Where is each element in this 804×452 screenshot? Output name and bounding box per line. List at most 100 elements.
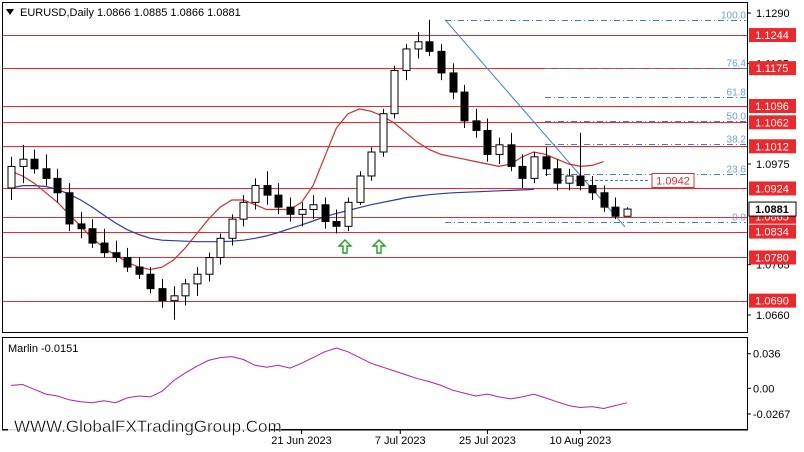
target-level-box xyxy=(651,173,695,188)
up-arrow-icon-1 xyxy=(371,239,387,254)
date-label-2: 25 Jul 2023 xyxy=(459,435,516,447)
candle-body-11 xyxy=(135,266,144,275)
candle-body-27 xyxy=(321,204,330,223)
level-badge-7 xyxy=(749,224,796,239)
level-badge-4 xyxy=(749,139,796,154)
candle-body-18 xyxy=(216,237,225,258)
price-panel-frame xyxy=(2,2,748,333)
candlesticks xyxy=(7,19,632,320)
level-badge-9 xyxy=(749,293,796,308)
osc-tick-label-0: 0.036 xyxy=(753,349,781,361)
candle-body-4 xyxy=(53,177,62,194)
level-badge-text-3: 1.1062 xyxy=(755,117,789,129)
candle-body-44 xyxy=(518,165,527,179)
date-label-3: 10 Aug 2023 xyxy=(549,435,611,447)
candle-body-37 xyxy=(437,50,446,74)
candle-body-0 xyxy=(7,165,16,189)
candle-body-16 xyxy=(193,273,202,285)
candle-body-33 xyxy=(390,70,399,115)
symbol-label: EURUSD,Daily 1.0866 1.0885 1.0866 1.0881 xyxy=(20,7,241,19)
date-axis: 21 Jun 2023 7 Jul 2023 25 Jul 2023 10 Aug 2… xyxy=(271,430,611,447)
candle-body-12 xyxy=(146,273,155,290)
candle-body-30 xyxy=(356,175,365,203)
level-badge-3 xyxy=(749,115,796,130)
marlin-oscillator: 0.036 0.00 -0.0267 xyxy=(10,347,790,421)
ma-slow-line xyxy=(10,185,534,243)
candle-body-19 xyxy=(228,218,237,239)
candle-body-36 xyxy=(425,41,434,52)
fib-label-6: 0.0 xyxy=(732,213,746,224)
candle-body-46 xyxy=(542,156,551,170)
candle-body-48 xyxy=(565,175,574,184)
level-badge-text-1: 1.1175 xyxy=(756,63,789,75)
fib-label-4: 38.2 xyxy=(727,135,747,146)
moving-averages xyxy=(10,108,604,271)
candle-body-7 xyxy=(88,228,97,244)
candle-body-9 xyxy=(112,252,121,258)
candle-body-13 xyxy=(158,288,167,302)
price-tick-label-2: 1.0975 xyxy=(756,159,790,171)
osc-tick-label-2: -0.0267 xyxy=(753,409,790,421)
candle-body-26 xyxy=(309,204,318,211)
candle-body-8 xyxy=(100,242,109,254)
candle-body-39 xyxy=(460,91,469,122)
candle-body-28 xyxy=(332,221,341,227)
candle-body-3 xyxy=(42,168,51,179)
candle-body-17 xyxy=(205,256,214,275)
up-arrow-icon-0 xyxy=(337,239,353,254)
candle-body-25 xyxy=(298,209,307,215)
candle-body-10 xyxy=(123,256,132,268)
candle-body-35 xyxy=(414,41,423,50)
candle-body-47 xyxy=(553,168,562,184)
fib-trend-line xyxy=(444,19,626,228)
candle-body-1 xyxy=(19,158,28,167)
date-label-1: 7 Jul 2023 xyxy=(375,435,426,447)
last-price-text: 1.0881 xyxy=(755,204,789,216)
candle-body-6 xyxy=(77,223,86,230)
candle-body-40 xyxy=(472,120,481,131)
level-badge-text-9: 1.0690 xyxy=(755,296,789,308)
candle-body-14 xyxy=(170,295,179,302)
collapse-triangle-icon[interactable] xyxy=(6,9,14,15)
candle-body-2 xyxy=(30,158,39,170)
candle-body-5 xyxy=(65,192,74,225)
osc-tick-label-1: 0.00 xyxy=(753,383,774,395)
target-level-text: 1.0942 xyxy=(656,176,690,188)
reversal-arrows xyxy=(337,239,387,254)
fib-label-3: 50.0 xyxy=(727,112,747,123)
level-badge-text-8: 1.0780 xyxy=(755,252,789,264)
last-price-badge xyxy=(748,201,797,217)
candle-body-32 xyxy=(379,113,388,153)
candle-body-22 xyxy=(263,185,272,196)
candle-body-23 xyxy=(274,194,283,208)
level-badge-1 xyxy=(749,61,796,76)
candle-body-43 xyxy=(507,144,516,167)
fib-label-5: 23.6 xyxy=(727,165,747,176)
date-label-0: 21 Jun 2023 xyxy=(271,435,332,447)
indicator-label: Marlin -0.0151 xyxy=(8,343,78,355)
level-badge-text-4: 1.1012 xyxy=(755,141,789,153)
candle-body-21 xyxy=(251,185,260,203)
candle-body-42 xyxy=(495,144,504,155)
candle-body-15 xyxy=(181,283,190,297)
candle-body-45 xyxy=(530,156,539,179)
candle-body-51 xyxy=(600,192,609,208)
candle-body-50 xyxy=(588,185,597,194)
watermark-box xyxy=(8,412,270,440)
price-tick-label-4: 1.0660 xyxy=(756,310,790,322)
level-badge-5 xyxy=(749,181,796,196)
fibonacci-retracement: 100.0 76.4 61.8 50.0 38.2 23.6 0.0 1.0942 xyxy=(444,11,747,228)
ma-fast-line xyxy=(10,108,604,271)
candle-body-29 xyxy=(344,201,353,227)
candle-body-38 xyxy=(449,72,458,93)
level-badge-0 xyxy=(749,28,796,43)
fib-label-2: 61.8 xyxy=(727,88,747,99)
candle-body-20 xyxy=(239,201,248,220)
oscillator-line xyxy=(10,347,628,410)
level-badge-text-7: 1.0834 xyxy=(755,227,789,239)
watermark-text: WWW.GlobalFXTradingGroup.Com xyxy=(14,417,282,436)
level-badge-text-5: 1.0924 xyxy=(755,183,789,195)
candle-body-31 xyxy=(367,151,376,177)
